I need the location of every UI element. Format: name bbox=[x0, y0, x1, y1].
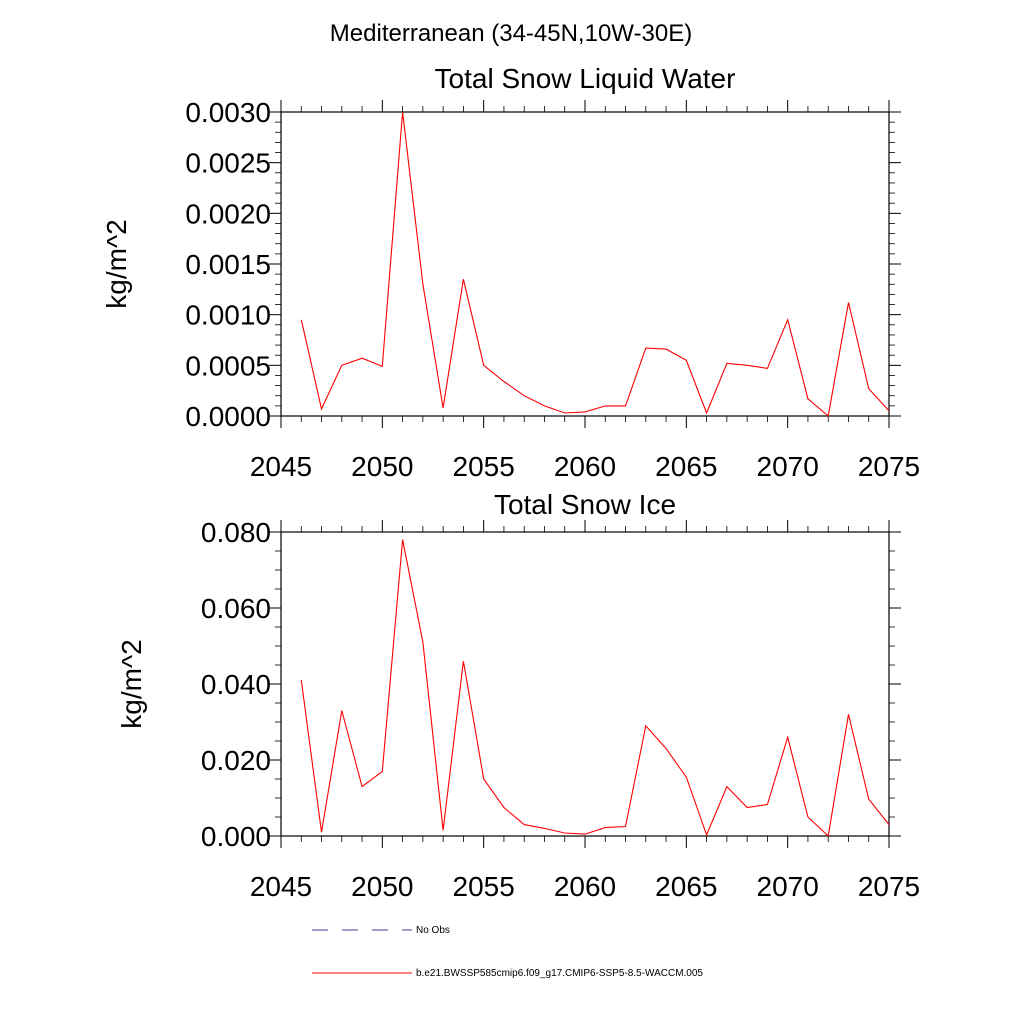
y-tick-label: 0.0015 bbox=[185, 249, 271, 280]
x-tick-label: 2065 bbox=[655, 871, 717, 902]
x-tick-label: 2060 bbox=[554, 451, 616, 482]
y-tick-label: 0.0030 bbox=[185, 97, 271, 128]
x-tick-label: 2070 bbox=[757, 871, 819, 902]
legend: No Obs b.e21.BWSSP585cmip6.f09_g17.CMIP6… bbox=[312, 925, 703, 979]
legend-model-label: b.e21.BWSSP585cmip6.f09_g17.CMIP6-SSP5-8… bbox=[416, 968, 703, 979]
chart-title: Total Snow Liquid Water bbox=[435, 63, 736, 94]
y-tick-label: 0.060 bbox=[201, 593, 271, 624]
y-tick-label: 0.020 bbox=[201, 745, 271, 776]
chart-title: Total Snow Ice bbox=[494, 489, 676, 520]
x-tick-label: 2055 bbox=[453, 451, 515, 482]
y-tick-label: 0.080 bbox=[201, 517, 271, 548]
series-line bbox=[300, 539, 890, 838]
y-axis-label: kg/m^2 bbox=[101, 219, 132, 308]
y-tick-label: 0.0010 bbox=[185, 300, 271, 331]
x-tick-label: 2050 bbox=[351, 871, 413, 902]
x-tick-label: 2045 bbox=[250, 871, 312, 902]
legend-no-obs-label: No Obs bbox=[416, 925, 450, 936]
plot-frame bbox=[280, 111, 890, 417]
y-tick-label: 0.040 bbox=[201, 669, 271, 700]
figure-title: Mediterranean (34-45N,10W-30E) bbox=[330, 20, 692, 47]
y-tick-label: 0.000 bbox=[201, 821, 271, 852]
x-tick-label: 2060 bbox=[554, 871, 616, 902]
panel-snow-ice: Total Snow Ice kg/m^2 2045 2050 2055 2060 2065… bbox=[116, 489, 920, 902]
x-tick-label: 2065 bbox=[655, 451, 717, 482]
x-tick-label: 2070 bbox=[757, 451, 819, 482]
plot-frame bbox=[280, 531, 890, 837]
x-tick-label: 2050 bbox=[351, 451, 413, 482]
x-tick-label: 2045 bbox=[250, 451, 312, 482]
series-line bbox=[300, 111, 890, 418]
x-tick-label: 2075 bbox=[858, 871, 920, 902]
x-tick-label: 2055 bbox=[453, 871, 515, 902]
y-tick-label: 0.0020 bbox=[185, 198, 271, 229]
y-tick-label: 0.0005 bbox=[185, 350, 271, 381]
panel-snow-liquid-water: Total Snow Liquid Water kg/m^2 2045 2050 205… bbox=[101, 63, 920, 482]
y-tick-label: 0.0025 bbox=[185, 148, 271, 179]
x-tick-label: 2075 bbox=[858, 451, 920, 482]
y-axis-label: kg/m^2 bbox=[116, 639, 147, 728]
y-tick-label: 0.0000 bbox=[185, 401, 271, 432]
